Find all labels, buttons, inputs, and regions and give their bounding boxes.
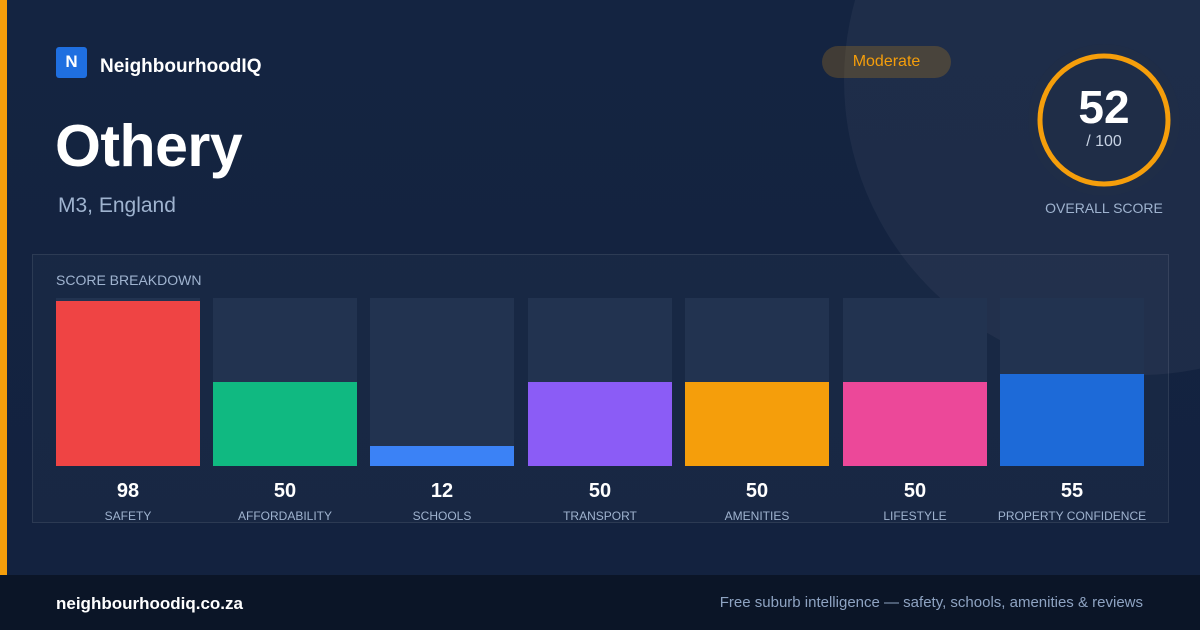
score-bar-transport: 50 TRANSPORT bbox=[528, 298, 672, 523]
bar-value: 50 bbox=[903, 480, 927, 502]
rating-badge: Moderate bbox=[822, 46, 951, 78]
bar-track bbox=[213, 298, 357, 466]
bar-track bbox=[843, 298, 987, 466]
bar-label: SAFETY bbox=[104, 509, 152, 523]
score-bar-safety: 98 SAFETY bbox=[56, 298, 200, 523]
bar-track bbox=[1000, 298, 1144, 466]
bar-label: TRANSPORT bbox=[563, 509, 637, 523]
brand[interactable]: N NeighbourhoodIQ bbox=[56, 46, 261, 78]
bar-label: LIFESTYLE bbox=[883, 509, 947, 523]
suburb-location: M3, England bbox=[58, 194, 176, 217]
bar-value: 50 bbox=[273, 480, 297, 502]
bar-label: AMENITIES bbox=[724, 509, 790, 523]
score-bar-amenities: 50 AMENITIES bbox=[685, 298, 829, 523]
breakdown-title: SCORE BREAKDOWN bbox=[56, 272, 202, 288]
score-ring-graphic bbox=[1028, 44, 1180, 196]
bar-label: AFFORDABILITY bbox=[237, 509, 332, 523]
bar-fill bbox=[685, 382, 829, 466]
bar-value: 98 bbox=[116, 480, 140, 502]
score-breakdown-panel bbox=[32, 254, 1169, 523]
bar-track bbox=[528, 298, 672, 466]
bar-fill bbox=[528, 382, 672, 466]
suburb-title: Othery bbox=[55, 113, 243, 179]
score-bar-affordability: 50 AFFORDABILITY bbox=[213, 298, 357, 523]
footer-tagline: Free suburb intelligence — safety, schoo… bbox=[719, 594, 1143, 611]
bar-track bbox=[56, 298, 200, 466]
brand-logo-icon: N bbox=[56, 46, 87, 78]
footer: neighbourhoodiq.co.za Free suburb intell… bbox=[0, 575, 1200, 630]
score-bar-property-confidence: 55 PROPERTY CONFIDENCE bbox=[998, 298, 1146, 523]
bar-fill bbox=[370, 446, 514, 466]
accent-stripe bbox=[0, 0, 7, 575]
bar-value: 55 bbox=[1060, 480, 1084, 502]
bar-fill bbox=[843, 382, 987, 466]
bar-value: 50 bbox=[588, 480, 612, 502]
bar-label: PROPERTY CONFIDENCE bbox=[997, 509, 1147, 523]
bar-track bbox=[685, 298, 829, 466]
bar-fill bbox=[213, 382, 357, 466]
score-bar-lifestyle: 50 LIFESTYLE bbox=[843, 298, 987, 523]
bar-fill bbox=[1000, 374, 1144, 466]
footer-domain-link[interactable]: neighbourhoodiq.co.za bbox=[56, 594, 243, 613]
bar-label: SCHOOLS bbox=[412, 509, 472, 523]
bar-track bbox=[370, 298, 514, 466]
overall-score-value: 52 bbox=[1078, 81, 1130, 133]
bar-value: 12 bbox=[430, 480, 454, 502]
score-bar-schools: 12 SCHOOLS bbox=[370, 298, 514, 523]
overall-score-max: / 100 bbox=[1086, 133, 1122, 150]
overall-score-label: OVERALL SCORE bbox=[1045, 200, 1163, 216]
bar-fill bbox=[56, 301, 200, 466]
brand-name: NeighbourhoodIQ bbox=[100, 56, 262, 77]
overall-score-ring: 52 / 100 bbox=[1028, 44, 1180, 196]
bar-value: 50 bbox=[745, 480, 769, 502]
